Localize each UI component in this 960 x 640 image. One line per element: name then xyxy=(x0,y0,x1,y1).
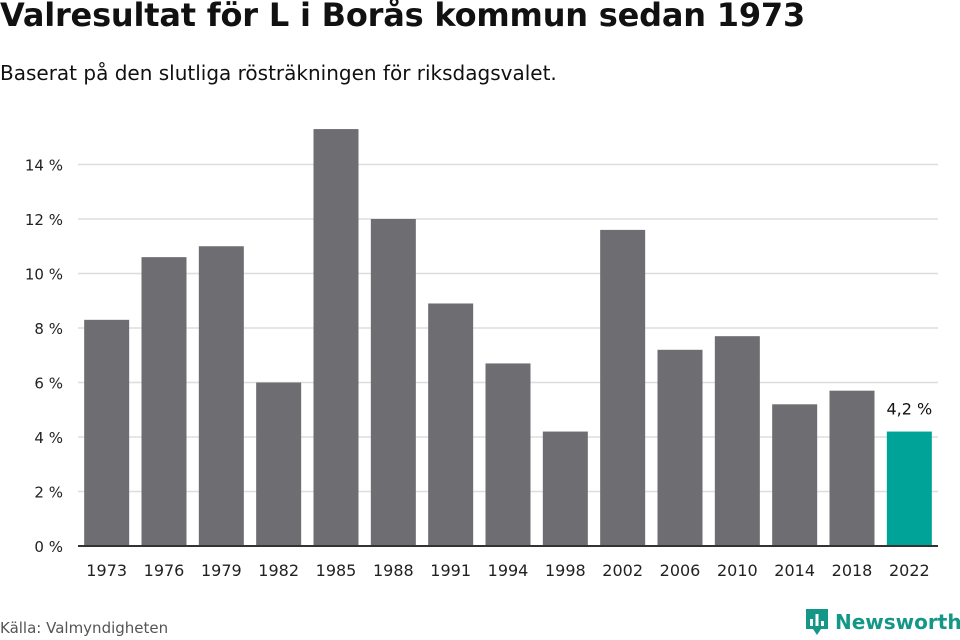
bar-1991 xyxy=(428,303,474,546)
chart-subtitle: Baserat på den slutliga rösträkningen fö… xyxy=(0,61,557,85)
y-axis-tick-labels: 0 % 2 % 4 % 6 % 8 % 10 % 12 % 14 % xyxy=(25,157,63,557)
brand-logo: Newsworthy xyxy=(805,608,960,636)
bar-2022 xyxy=(886,431,932,546)
y-tick-label: 0 % xyxy=(34,538,63,556)
bar-1982 xyxy=(256,382,302,546)
bars xyxy=(84,129,932,546)
x-tick-label: 1991 xyxy=(430,561,471,580)
bar-2018 xyxy=(829,390,875,546)
bar-1976 xyxy=(141,257,187,546)
y-tick-label: 2 % xyxy=(34,484,63,502)
y-tick-label: 14 % xyxy=(25,157,63,175)
bar-2002 xyxy=(600,229,646,546)
bar-1994 xyxy=(485,363,531,546)
data-label-2022: 4,2 % xyxy=(886,400,932,419)
x-tick-label: 1979 xyxy=(201,561,242,580)
bar-1973 xyxy=(84,319,130,546)
bar-1988 xyxy=(370,219,416,546)
chart-title: Valresultat för L i Borås kommun sedan 1… xyxy=(0,0,806,34)
x-tick-label: 2002 xyxy=(602,561,643,580)
x-axis-tick-labels: 1973 1976 1979 1982 1985 1988 1991 1994 1998 2002… xyxy=(86,561,929,580)
x-tick-label: 1988 xyxy=(373,561,414,580)
x-tick-label: 1982 xyxy=(258,561,299,580)
x-tick-label: 1985 xyxy=(316,561,357,580)
y-tick-label: 12 % xyxy=(25,211,63,229)
source-note: Källa: Valmyndigheten xyxy=(0,619,169,637)
x-tick-label: 1973 xyxy=(86,561,127,580)
y-tick-label: 8 % xyxy=(34,320,63,338)
x-tick-label: 2010 xyxy=(717,561,758,580)
x-tick-label: 2022 xyxy=(889,561,930,580)
x-tick-label: 2014 xyxy=(774,561,815,580)
bar-2010 xyxy=(714,336,760,546)
data-labels: 4,2 % xyxy=(886,400,932,419)
x-tick-label: 2006 xyxy=(660,561,701,580)
x-tick-label: 1998 xyxy=(545,561,586,580)
newsworthy-logo-icon xyxy=(806,609,828,635)
bar-1998 xyxy=(542,431,588,546)
bar-2006 xyxy=(657,349,703,546)
x-tick-label: 1994 xyxy=(488,561,529,580)
y-tick-label: 10 % xyxy=(25,266,63,284)
bar-2014 xyxy=(772,404,818,546)
bar-1979 xyxy=(198,246,244,546)
x-tick-label: 2018 xyxy=(832,561,873,580)
x-tick-label: 1976 xyxy=(144,561,185,580)
y-tick-label: 6 % xyxy=(34,375,63,393)
y-tick-label: 4 % xyxy=(34,429,63,447)
bar-1985 xyxy=(313,129,359,546)
brand-name: Newsworthy xyxy=(835,610,960,634)
